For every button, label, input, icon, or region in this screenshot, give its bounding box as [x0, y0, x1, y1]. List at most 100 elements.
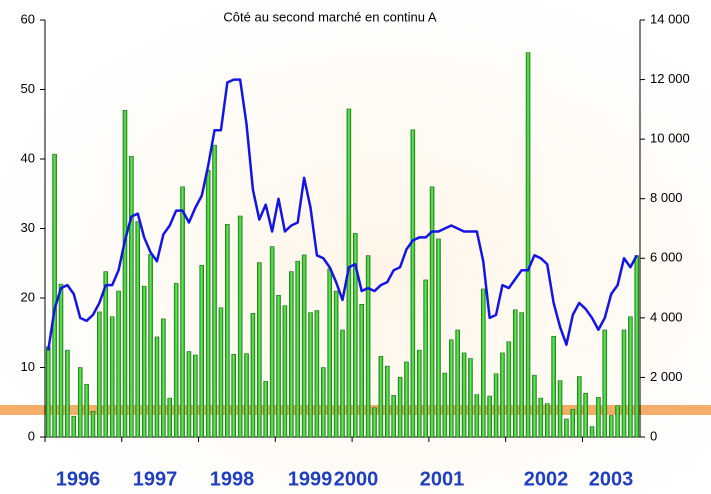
bar [443, 373, 447, 437]
bar [532, 375, 536, 437]
bar [219, 308, 223, 437]
bar [187, 352, 191, 437]
y-tick-label: 60 [21, 11, 35, 26]
y-tick-label: 10 [21, 359, 35, 374]
bar [334, 291, 338, 437]
bar [520, 313, 524, 437]
bar [85, 384, 89, 437]
bar [590, 427, 594, 437]
bar [91, 411, 95, 437]
y2-tick-label: 10 000 [650, 131, 690, 146]
bar [174, 283, 178, 437]
bar [277, 295, 281, 437]
bar [417, 350, 421, 437]
y2-tick-label: 12 000 [650, 71, 690, 86]
year-label: 2001 [420, 468, 465, 490]
bar [603, 330, 607, 437]
bar [404, 362, 408, 437]
bar [622, 330, 626, 437]
bar [206, 170, 210, 437]
bar [104, 272, 108, 437]
bar [78, 368, 82, 438]
bar [507, 342, 511, 437]
bar [468, 358, 472, 437]
y2-tick-label: 8 000 [650, 190, 683, 205]
y-tick-label: 0 [28, 428, 35, 443]
bar [500, 353, 504, 437]
bar [161, 319, 165, 437]
bar [635, 256, 639, 437]
chart: Côté au second marché en continu A 0 10 20… [0, 0, 711, 494]
bar [571, 409, 575, 437]
bar [596, 397, 600, 437]
bar [296, 261, 300, 437]
bar [462, 353, 466, 437]
bar [424, 280, 428, 437]
bar [225, 224, 229, 437]
bar [309, 313, 313, 437]
bar [72, 416, 76, 437]
bar [245, 354, 249, 437]
bar [129, 156, 133, 437]
year-label: 2000 [334, 468, 379, 490]
bar [213, 145, 217, 437]
y2-tick-label: 6 000 [650, 250, 683, 265]
bar [577, 377, 581, 437]
bar [526, 53, 530, 437]
y-tick-label: 40 [21, 150, 35, 165]
bar [46, 347, 50, 437]
bar [168, 398, 172, 437]
bar [430, 187, 434, 437]
bar [53, 154, 57, 437]
year-label: 2002 [524, 468, 569, 490]
y2-tick-label: 0 [650, 428, 657, 443]
bar [360, 304, 364, 437]
bar [558, 381, 562, 437]
bar [552, 336, 556, 437]
bar [328, 269, 332, 437]
bar [456, 330, 460, 437]
chart-title: Côté au second marché en continu A [223, 9, 437, 24]
y2-tick-label: 14 000 [650, 11, 690, 26]
bar [494, 374, 498, 437]
y2-tick-label: 2 000 [650, 369, 683, 384]
bar [315, 311, 319, 437]
bar [366, 256, 370, 437]
y-tick-label: 50 [21, 81, 35, 96]
year-label: 1996 [56, 468, 101, 490]
bar [117, 291, 121, 437]
bar [488, 396, 492, 437]
bar [65, 350, 69, 437]
bar [181, 187, 185, 437]
y2-tick-label: 4 000 [650, 309, 683, 324]
bar [136, 222, 140, 437]
bar [97, 312, 101, 437]
y-tick-label: 20 [21, 289, 35, 304]
bar [616, 406, 620, 437]
bar [392, 395, 396, 437]
bar [283, 306, 287, 437]
bar [149, 254, 153, 437]
bar [155, 337, 159, 437]
bar [475, 395, 479, 437]
bar [341, 330, 345, 437]
bar [289, 272, 293, 437]
bar [449, 340, 453, 437]
bar [545, 404, 549, 437]
bar [411, 130, 415, 437]
bar [609, 415, 613, 437]
bar [584, 393, 588, 437]
year-label: 1998 [210, 468, 255, 490]
bar [321, 368, 325, 438]
bar [232, 354, 236, 437]
year-label: 1997 [133, 468, 178, 490]
bar [385, 366, 389, 437]
bar [398, 377, 402, 437]
bar [200, 265, 204, 437]
bar [564, 419, 568, 437]
bar [372, 408, 376, 437]
bar [264, 381, 268, 437]
bar [379, 356, 383, 437]
bar [302, 255, 306, 437]
bar [251, 313, 255, 437]
